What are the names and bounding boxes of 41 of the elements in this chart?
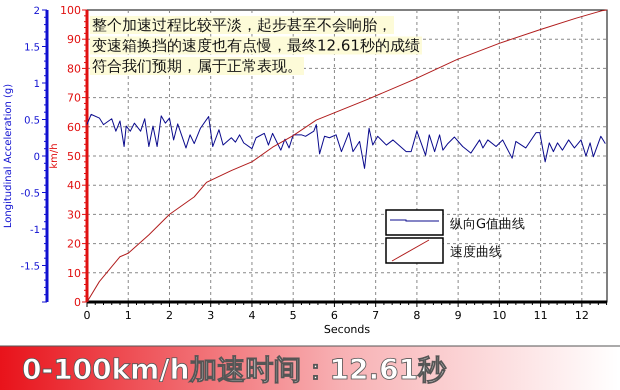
y-tick-label: 60: [67, 120, 81, 134]
x-tick-label: 0: [84, 309, 90, 322]
legend-label: 纵向G值曲线: [450, 217, 526, 232]
y-tick-label: 40: [67, 179, 81, 192]
x-tick-label: 2: [166, 309, 173, 322]
x-tick-label: 6: [330, 309, 338, 322]
y-tick-label: 80: [67, 62, 81, 76]
y2-tick-label: 0: [34, 152, 40, 163]
y-tick-label: 100: [60, 4, 81, 17]
y2-axis-title: Longitudinal Acceleration (g): [3, 84, 14, 228]
y-tick-label: 50: [67, 150, 81, 163]
x-tick-label: 11: [534, 309, 548, 322]
annotation: 整个加速过程比较平淡，起步甚至不会响胎，: [92, 16, 392, 34]
x-tick-label: 9: [454, 309, 462, 322]
y2-tick-label: 2: [34, 6, 40, 17]
y2-tick-label: 1: [34, 79, 40, 90]
y-tick-label: 0: [74, 296, 81, 309]
y-tick-label: 20: [67, 238, 81, 251]
y-tick-label: 70: [67, 92, 81, 105]
legend-label: 速度曲线: [450, 244, 502, 260]
x-tick-label: 3: [207, 309, 214, 322]
annotation: 符合我们预期，属于正常表现。: [92, 57, 302, 75]
x-tick-label: 12: [574, 309, 589, 322]
x-tick-label: 1: [124, 309, 132, 322]
x-tick-label: 5: [290, 309, 297, 322]
y-tick-label: 30: [67, 208, 81, 222]
y-tick-label: 10: [67, 266, 81, 280]
y2-tick-label: 1.5: [24, 42, 40, 54]
x-tick-label: 7: [372, 309, 380, 322]
x-axis-title: Seconds: [324, 323, 370, 336]
text: 0-100km/h加速时间：12.61秒: [22, 353, 448, 386]
y2-tick-label: 0.5: [24, 116, 40, 126]
y2-tick-label: -0.5: [20, 188, 40, 200]
y-axis-title: km/h: [49, 143, 60, 169]
annotation: 变速箱换挡的速度也有点慢，最终12.61秒的成绩: [92, 36, 420, 54]
y-tick-label: 90: [67, 33, 81, 46]
x-tick-label: 4: [248, 309, 256, 322]
x-tick-label: 10: [492, 309, 506, 322]
x-tick-label: 8: [413, 309, 420, 322]
y2-tick-label: -1.5: [20, 262, 40, 272]
y2-tick-label: -1: [30, 225, 40, 236]
